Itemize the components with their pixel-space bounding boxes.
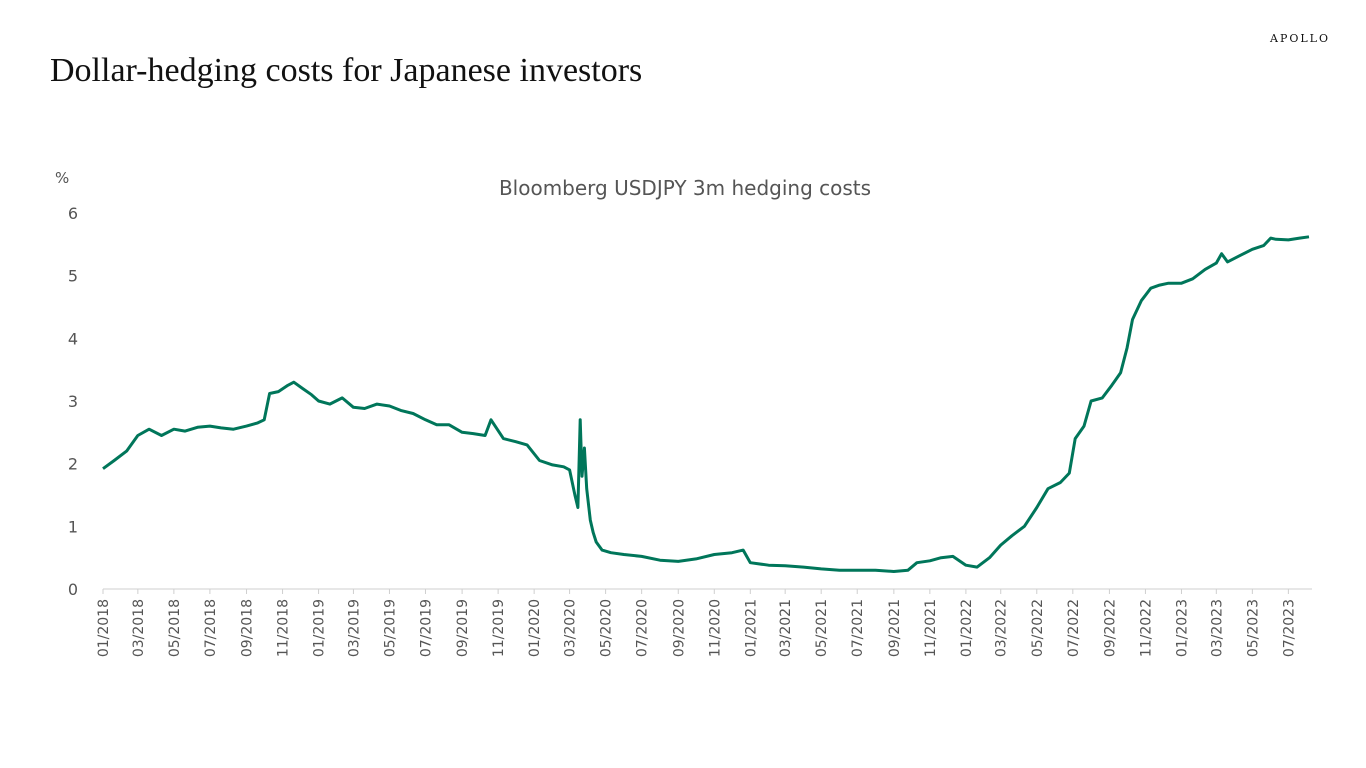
y-tick-label: 6 [68, 204, 78, 223]
x-tick-label: 05/2021 [814, 599, 830, 657]
x-tick-label: 07/2021 [850, 599, 866, 657]
y-tick-label: 1 [68, 517, 78, 536]
y-tick-label: 2 [68, 455, 78, 474]
x-tick-label: 01/2022 [959, 599, 975, 657]
x-tick-label: 09/2022 [1102, 599, 1118, 657]
x-tick-label: 07/2023 [1281, 599, 1297, 657]
y-tick-label: 0 [68, 580, 78, 599]
x-tick-label: 05/2023 [1245, 599, 1261, 657]
y-axis: 0 1 2 3 4 5 6 [68, 204, 78, 599]
x-tick-label: 05/2018 [167, 599, 183, 657]
x-axis: 01/2018 03/2018 05/2018 07/2018 09/2018 11/20… [96, 589, 1297, 657]
x-tick-label: 03/2022 [994, 599, 1010, 657]
x-tick-label: 05/2020 [599, 599, 615, 657]
x-tick-label: 03/2023 [1209, 599, 1225, 657]
series-line [102, 235, 1310, 573]
x-tick-label: 01/2018 [96, 599, 112, 657]
x-tick-label: 07/2019 [418, 599, 434, 657]
x-tick-label: 01/2023 [1174, 599, 1190, 657]
x-tick-label: 07/2022 [1066, 599, 1082, 657]
chart-title: Bloomberg USDJPY 3m hedging costs [499, 176, 871, 200]
y-tick-label: 3 [68, 392, 78, 411]
x-tick-label: 09/2020 [671, 599, 687, 657]
page-title: Dollar-hedging costs for Japanese invest… [50, 52, 643, 89]
y-tick-label: 4 [68, 329, 78, 348]
x-tick-label: 01/2020 [527, 599, 543, 657]
x-tick-label: 05/2022 [1030, 599, 1046, 657]
x-tick-label: 11/2022 [1138, 599, 1154, 657]
x-tick-label: 07/2020 [635, 599, 651, 657]
x-tick-label: 05/2019 [382, 599, 398, 657]
x-tick-label: 11/2019 [491, 599, 507, 657]
x-tick-label: 01/2019 [312, 599, 328, 657]
x-tick-label: 09/2019 [455, 599, 471, 657]
x-tick-label: 03/2021 [778, 599, 794, 657]
x-tick-label: 09/2018 [240, 599, 256, 657]
y-axis-unit-label: % [55, 169, 69, 187]
brand-logo: APOLLO [1270, 32, 1330, 45]
x-tick-label: 03/2019 [346, 599, 362, 657]
x-tick-label: 03/2020 [563, 599, 579, 657]
x-tick-label: 11/2021 [923, 599, 939, 657]
x-tick-label: 01/2021 [743, 599, 759, 657]
x-tick-label: 07/2018 [203, 599, 219, 657]
x-tick-label: 11/2018 [276, 599, 292, 657]
x-tick-label: 11/2020 [707, 599, 723, 657]
x-tick-label: 09/2021 [887, 599, 903, 657]
y-tick-label: 5 [68, 267, 78, 286]
x-tick-label: 03/2018 [131, 599, 147, 657]
